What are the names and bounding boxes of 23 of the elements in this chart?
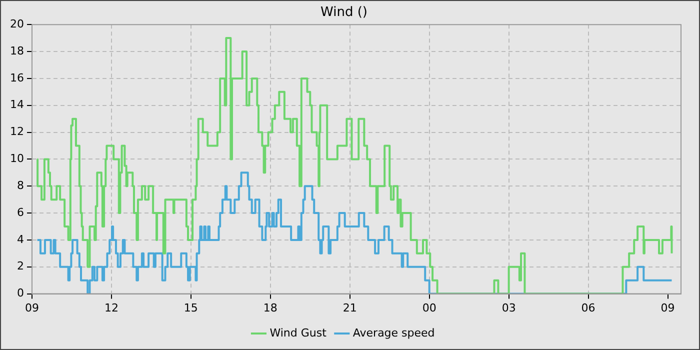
legend-label: Wind Gust <box>270 326 328 340</box>
x-tick-label: 03 <box>502 301 516 314</box>
x-tick-label: 18 <box>263 301 278 314</box>
x-tick-label: 06 <box>581 301 596 314</box>
y-tick-label: 10 <box>10 152 24 166</box>
y-tick-label: 2 <box>16 260 24 273</box>
x-tick-label: 15 <box>184 301 198 314</box>
legend-label: Average speed <box>352 326 435 340</box>
y-tick-label: 4 <box>16 232 24 246</box>
x-tick-label: 09 <box>660 301 675 314</box>
y-tick-label: 8 <box>16 178 24 192</box>
y-tick-label: 12 <box>10 125 24 138</box>
x-tick-label: 12 <box>104 301 118 314</box>
y-tick-label: 14 <box>10 98 24 112</box>
y-tick-label: 0 <box>16 286 24 300</box>
y-tick-label: 18 <box>10 44 24 58</box>
chart-title: Wind () <box>320 5 368 20</box>
x-tick-label: 00 <box>422 301 436 314</box>
x-tick-label: 09 <box>24 301 39 314</box>
y-tick-label: 6 <box>16 206 24 219</box>
y-tick-label: 20 <box>10 17 24 30</box>
y-tick-label: 16 <box>10 71 24 84</box>
x-tick-label: 21 <box>342 301 357 314</box>
